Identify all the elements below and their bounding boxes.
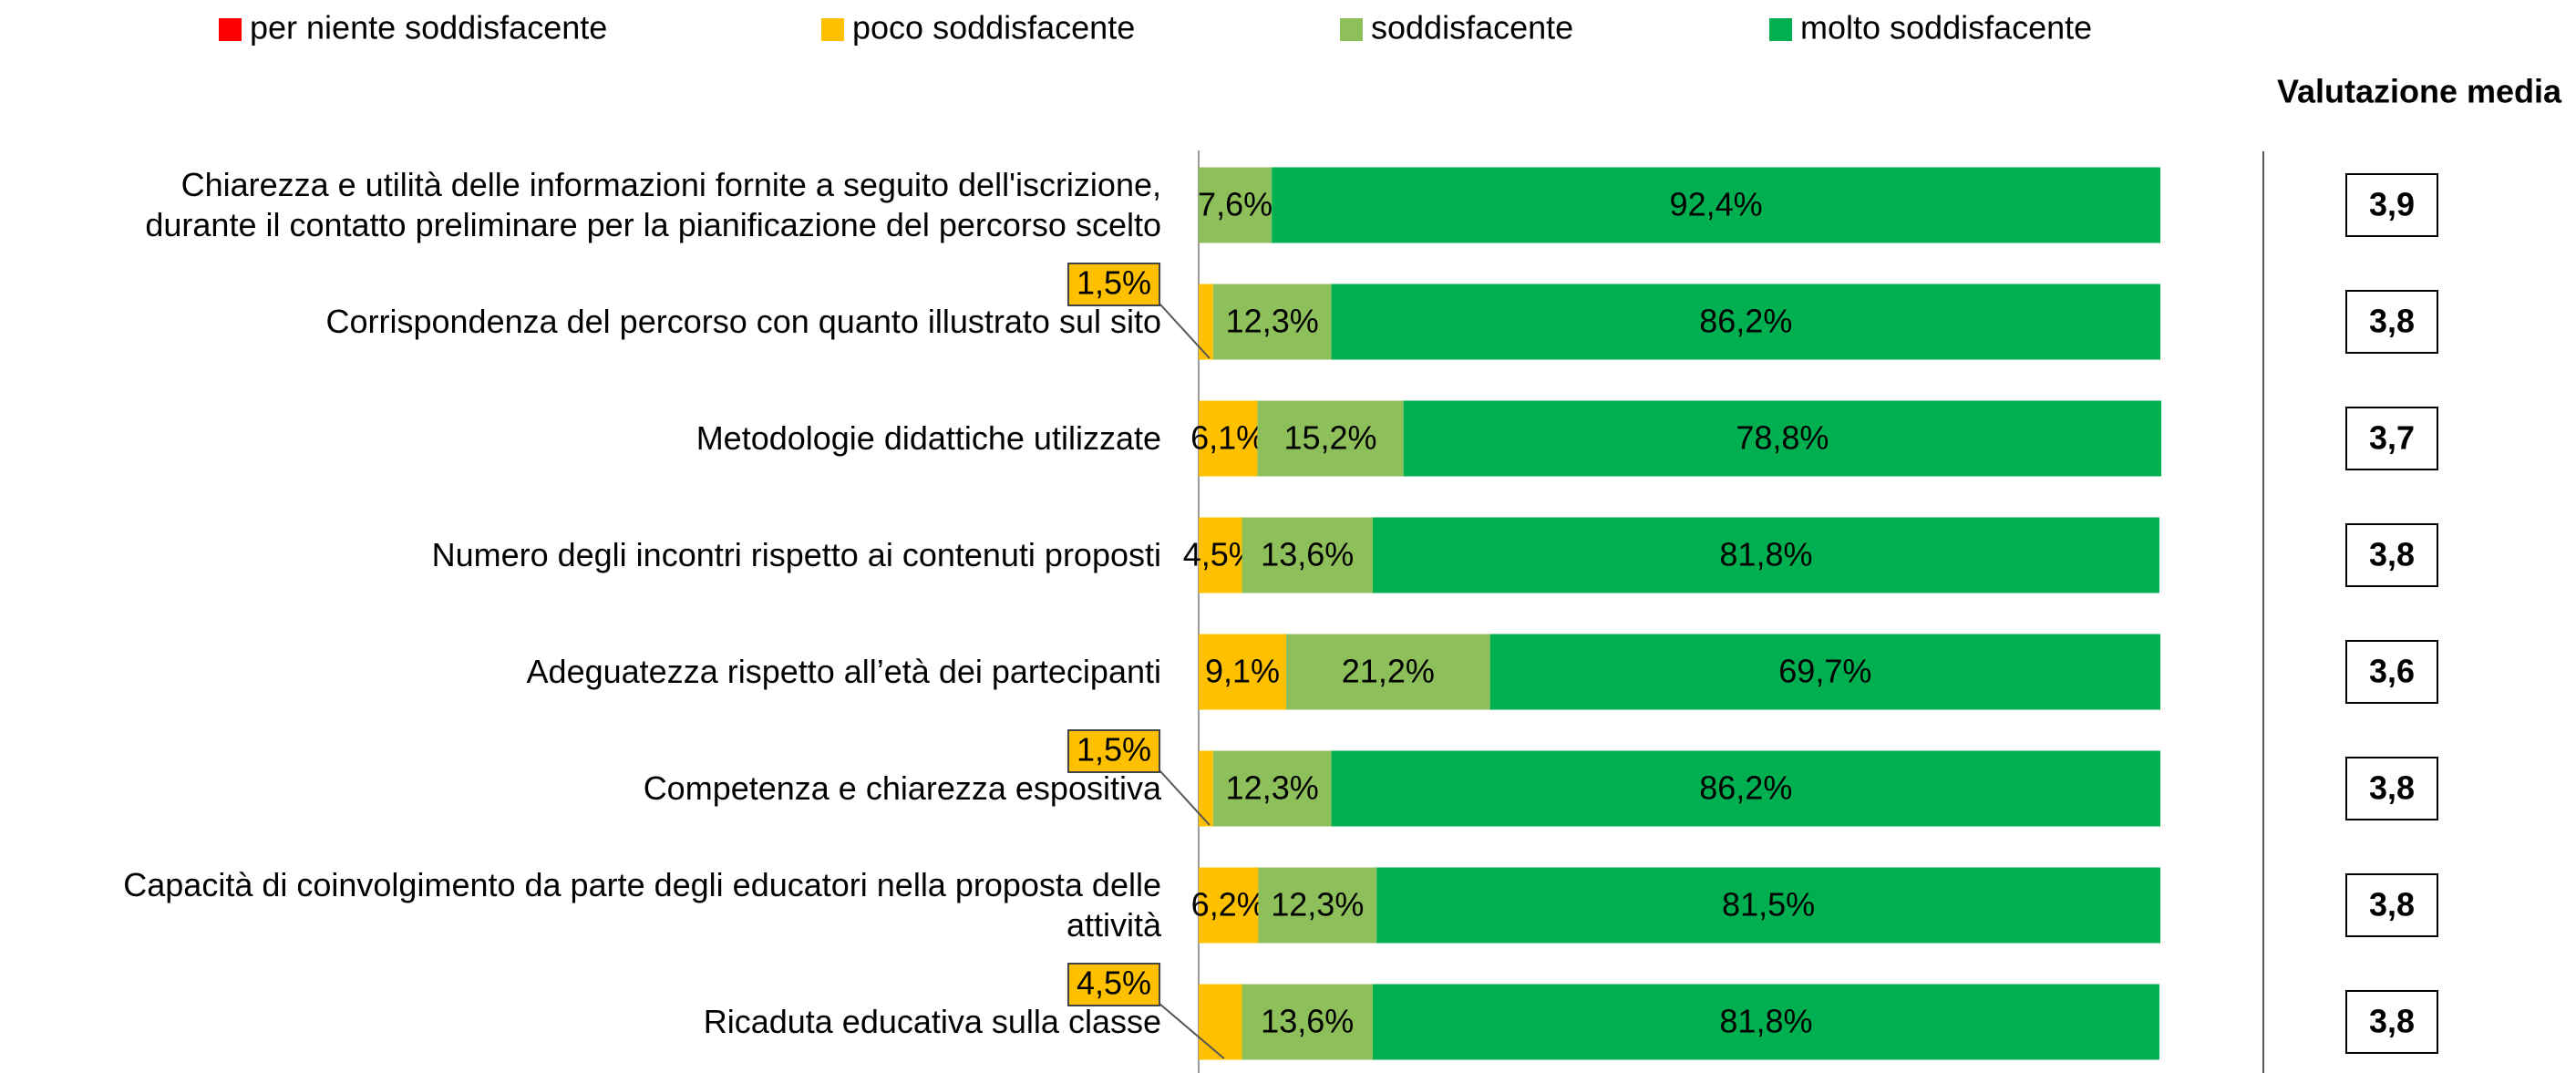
bar-segment: [1272, 167, 2160, 243]
value-label: 12,3%: [1226, 303, 1319, 340]
category-label: Capacità di coinvolgimento da parte degl…: [123, 866, 1161, 944]
bar-segment: [1403, 400, 2162, 477]
legend-swatch: [821, 18, 844, 41]
value-label: 69,7%: [1778, 653, 1871, 690]
value-label: 92,4%: [1670, 186, 1763, 223]
value-label: 6,2%: [1191, 886, 1266, 923]
value-label: 78,8%: [1736, 419, 1829, 457]
value-label: 9,1%: [1205, 653, 1280, 690]
bar-segment: [1286, 634, 1490, 710]
callout-box: [1067, 263, 1160, 306]
mean-title: Valutazione media: [2277, 73, 2562, 110]
value-label: 81,8%: [1719, 1003, 1812, 1040]
bar-segment: [1372, 984, 2159, 1060]
mean-label: 3,8: [2369, 769, 2415, 807]
mean-label: 3,8: [2369, 303, 2415, 340]
category-label: Ricaduta educativa sulla classe: [703, 1003, 1161, 1040]
bar-segment: [1199, 867, 1259, 944]
bar-segment: [1199, 400, 1258, 477]
legend-label: soddisfacente: [1371, 9, 1573, 46]
bar-segment: [1199, 984, 1242, 1060]
value-label: 4,5%: [1077, 965, 1151, 1002]
category-label: Numero degli incontri rispetto ai conten…: [431, 536, 1161, 573]
category-label: Competenza e chiarezza espositiva: [643, 769, 1161, 807]
value-label: 81,8%: [1719, 536, 1812, 573]
value-label: 15,2%: [1283, 419, 1376, 457]
value-label: 21,2%: [1342, 653, 1435, 690]
bar-segment: [1372, 517, 2159, 593]
mean-label: 3,8: [2369, 1003, 2415, 1040]
bar-segment: [1376, 867, 2160, 944]
mean-label: 3,8: [2369, 886, 2415, 923]
legend-label: poco soddisfacente: [852, 9, 1135, 46]
bar-segment: [1331, 284, 2160, 360]
legend-label: per niente soddisfacente: [250, 9, 607, 46]
legend-swatch: [1769, 18, 1792, 41]
mean-box: [2345, 640, 2438, 704]
mean-box: [2345, 873, 2438, 937]
mean-box: [2345, 990, 2438, 1054]
bar-segment: [1212, 284, 1332, 360]
mean-label: 3,7: [2369, 419, 2415, 457]
bar-segment: [1258, 867, 1377, 944]
value-label: 12,3%: [1226, 769, 1319, 807]
callout-box: [1067, 963, 1160, 1006]
mean-label: 3,8: [2369, 536, 2415, 573]
category-label: Chiarezza e utilità delle informazioni f…: [145, 166, 1161, 243]
legend-swatch: [1340, 18, 1363, 41]
value-label: 1,5%: [1077, 264, 1151, 302]
value-label: 6,1%: [1190, 419, 1265, 457]
leader-line: [1159, 303, 1211, 359]
bar-segment: [1212, 750, 1332, 827]
mean-label: 3,9: [2369, 186, 2415, 223]
mean-box: [2345, 757, 2438, 820]
value-label: 86,2%: [1699, 769, 1792, 807]
value-label: 7,6%: [1198, 186, 1273, 223]
mean-box: [2345, 173, 2438, 237]
value-label: 13,6%: [1261, 536, 1354, 573]
category-label: Corrispondenza del percorso con quanto i…: [325, 303, 1161, 340]
leader-line: [1159, 1003, 1225, 1059]
bar-segment: [1199, 167, 1273, 243]
mean-box: [2345, 407, 2438, 470]
value-label: 86,2%: [1699, 303, 1792, 340]
bar-segment: [1199, 634, 1287, 710]
mean-label: 3,6: [2369, 653, 2415, 690]
leader-line: [1159, 769, 1211, 826]
value-label: 1,5%: [1077, 731, 1151, 769]
bar-segment: [1199, 750, 1213, 827]
mean-box: [2345, 523, 2438, 587]
bar-segment: [1489, 634, 2160, 710]
callout-box: [1067, 729, 1160, 773]
category-label: Adeguatezza rispetto all’età dei parteci…: [526, 653, 1161, 690]
value-label: 13,6%: [1261, 1003, 1354, 1040]
bar-segment: [1257, 400, 1404, 477]
bar-segment: [1242, 517, 1373, 593]
bar-segment: [1199, 517, 1242, 593]
value-label: 12,3%: [1271, 886, 1364, 923]
bar-segment: [1199, 284, 1213, 360]
legend-label: molto soddisfacente: [1800, 9, 2092, 46]
bar-segment: [1242, 984, 1373, 1060]
legend-swatch: [219, 18, 242, 41]
bar-segment: [1331, 750, 2160, 827]
mean-box: [2345, 290, 2438, 354]
value-label: 81,5%: [1722, 886, 1815, 923]
category-label: Metodologie didattiche utilizzate: [696, 419, 1161, 457]
